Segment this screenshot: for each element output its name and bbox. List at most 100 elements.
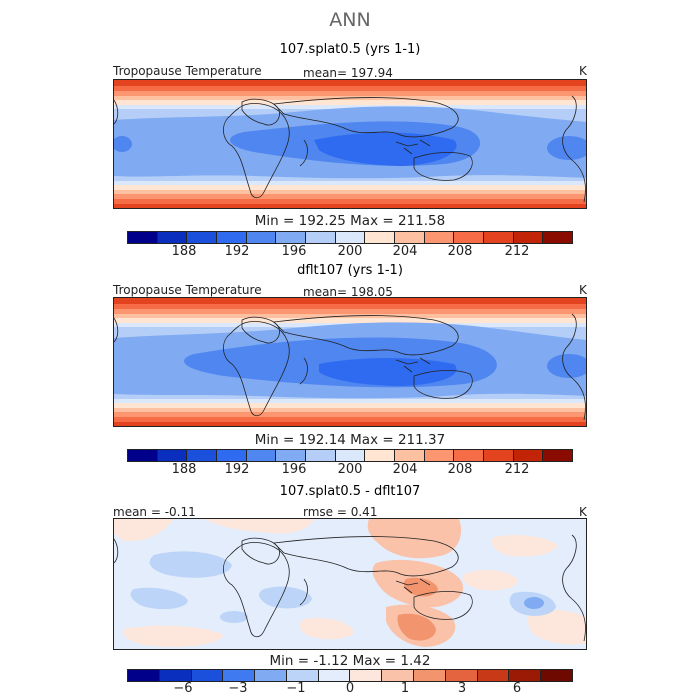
colorbar-3-tick: −6: [173, 681, 193, 696]
d-patch: [259, 586, 312, 609]
colorbar-2-box: [276, 450, 307, 461]
panel-3-title: 107.splat0.5 - dflt107: [279, 484, 421, 499]
d-patch: [397, 613, 436, 641]
colorbar-2-box: [335, 450, 366, 461]
colorbar-2-tick: 192: [224, 462, 250, 477]
colorbar-1-box: [276, 232, 307, 243]
colorbar-2-box: [484, 450, 514, 461]
d-patch: [462, 570, 518, 591]
colorbar-1-box: [454, 232, 485, 243]
colorbar-1-box: [157, 232, 188, 243]
panel-1-units-label: K: [579, 64, 587, 78]
t1-east-pacific: [547, 136, 586, 160]
colorbar-2-box: [187, 450, 218, 461]
colorbar-1-box: [365, 232, 396, 243]
colorbar-3-box: [541, 670, 572, 681]
colorbar-1-tick: 212: [504, 244, 530, 259]
colorbar-2-box: [128, 450, 158, 461]
colorbar-1-tick: 188: [171, 244, 197, 259]
colorbar-2-tick: 188: [171, 462, 197, 477]
colorbar-1-tick: 208: [447, 244, 473, 259]
colorbar-3-box: [223, 670, 256, 681]
d-patch: [527, 609, 586, 645]
panel-1-colorbar: [127, 231, 573, 244]
d-patch: [524, 597, 544, 609]
colorbar-3-box: [128, 670, 160, 681]
panel-2-colorbar: [127, 449, 573, 462]
colorbar-1-box: [306, 232, 336, 243]
colorbar-2-box: [395, 450, 425, 461]
colorbar-3-box: [286, 670, 319, 681]
colorbar-1-box: [217, 232, 247, 243]
colorbar-2-box: [157, 450, 188, 461]
colorbar-2-box: [424, 450, 455, 461]
colorbar-2-tick: 212: [504, 462, 530, 477]
d-patch: [220, 611, 248, 623]
panel-1-map: [113, 79, 587, 209]
panel-3-mean-label: mean = -0.11: [113, 505, 196, 519]
colorbar-3-tick: 1: [400, 681, 410, 696]
colorbar-2-box: [543, 450, 573, 461]
t2-coastlines: [114, 313, 586, 421]
colorbar-1-box: [484, 232, 514, 243]
colorbar-3-box: [159, 670, 192, 681]
colorbar-2-tick: 200: [337, 462, 363, 477]
colorbar-1-box: [543, 232, 573, 243]
colorbar-2-box: [365, 450, 396, 461]
colorbar-2-box: [454, 450, 485, 461]
panel-1-variable-label: Tropopause Temperature: [113, 64, 262, 78]
panel-2-units-label: K: [579, 283, 587, 297]
colorbar-3-tick: 3: [457, 681, 467, 696]
d-patch: [114, 519, 174, 542]
colorbar-2-tick: 208: [447, 462, 473, 477]
colorbar-3-tick: −1: [286, 681, 306, 696]
colorbar-3-box: [350, 670, 383, 681]
colorbar-2-box: [513, 450, 544, 461]
colorbar-2-box: [217, 450, 247, 461]
d-patch: [403, 577, 438, 597]
colorbar-2-tick: 196: [281, 462, 307, 477]
panel-3-units-label: K: [579, 505, 587, 519]
colorbar-1-tick: 200: [337, 244, 363, 259]
colorbar-1-box: [395, 232, 425, 243]
panel-2-title: dflt107 (yrs 1-1): [297, 263, 403, 278]
colorbar-3-tick: −3: [228, 681, 248, 696]
colorbar-3-box: [255, 670, 287, 681]
panel-3-map: [113, 518, 587, 650]
colorbar-3-tick: 6: [512, 681, 522, 696]
figure-title: ANN: [329, 9, 371, 31]
colorbar-1-tick: 196: [281, 244, 307, 259]
t2-core: [319, 358, 457, 386]
t1-coastlines: [114, 95, 586, 203]
colorbar-1-box: [424, 232, 455, 243]
d-patch: [491, 535, 558, 557]
d-patch: [122, 625, 224, 647]
colorbar-3-box: [477, 670, 510, 681]
panel-2-mean-label: mean= 198.05: [303, 285, 393, 299]
colorbar-3-box: [382, 670, 415, 681]
panel-3-minmax: Min = -1.12 Max = 1.42: [269, 653, 431, 669]
t1-west-edge: [114, 136, 132, 152]
panel-2-minmax: Min = 192.14 Max = 211.37: [254, 432, 446, 448]
colorbar-1-box: [246, 232, 277, 243]
colorbar-1-box: [513, 232, 544, 243]
d-patch: [130, 587, 188, 610]
colorbar-3-box: [509, 670, 542, 681]
d-patch: [299, 617, 354, 640]
panel-3-rmse-label: rmse = 0.41: [303, 505, 378, 519]
colorbar-2-box: [306, 450, 336, 461]
colorbar-3-box: [318, 670, 351, 681]
panel-2-map: [113, 297, 587, 427]
d-coastlines: [114, 534, 586, 642]
t2-east-pacific: [547, 354, 586, 378]
panel-3-colorbar: [127, 669, 573, 682]
panel-1-mean-label: mean= 197.94: [303, 66, 393, 80]
colorbar-3-box: [191, 670, 224, 681]
colorbar-1-tick: 204: [392, 244, 418, 259]
colorbar-2-box: [246, 450, 277, 461]
colorbar-3-tick: 0: [345, 681, 355, 696]
d-patch: [204, 519, 314, 534]
panel-2-variable-label: Tropopause Temperature: [113, 283, 262, 297]
colorbar-1-tick: 192: [224, 244, 250, 259]
colorbar-2-tick: 204: [392, 462, 418, 477]
